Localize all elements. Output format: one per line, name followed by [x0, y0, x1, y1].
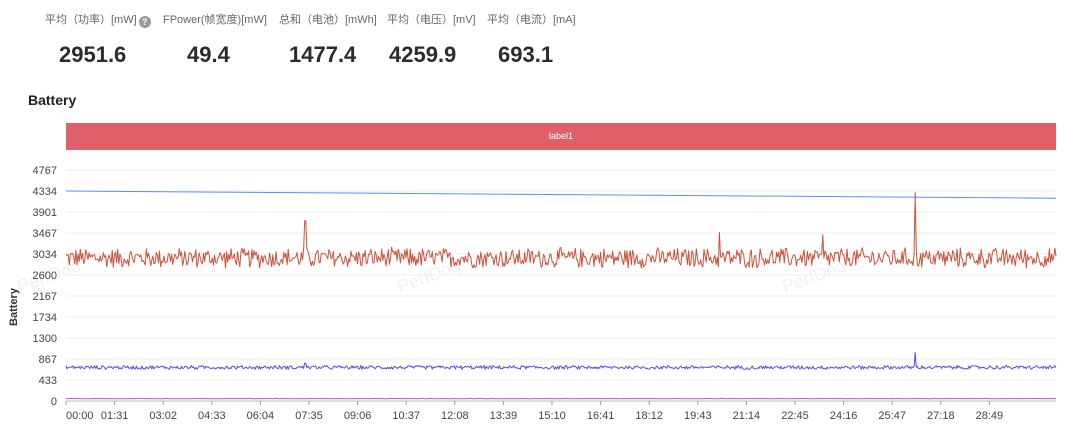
section-title: Battery: [28, 92, 77, 108]
series-group: [65, 190, 1057, 400]
y-tick-label: 4767: [33, 165, 57, 177]
y-tick-label: 3034: [33, 249, 57, 261]
x-tick-label: 13:39: [490, 410, 518, 422]
series-line-voltage: [65, 190, 1057, 199]
grid-lines: [66, 169, 1056, 402]
x-tick-label: 09:06: [344, 410, 372, 422]
y-tick-label: 2600: [33, 270, 57, 282]
label-band[interactable]: label1: [66, 123, 1056, 150]
x-tick-label: 06:04: [247, 410, 275, 422]
y-tick-label: 867: [39, 354, 57, 366]
stat-value: 1477.4: [289, 42, 357, 67]
x-tick-label: 16:41: [587, 410, 615, 422]
x-tick-label: 01:31: [101, 410, 129, 422]
series-line-fpower: [65, 397, 1057, 400]
x-tick-label: 10:37: [392, 410, 420, 422]
stat-value: 49.4: [187, 42, 230, 67]
x-axis-ticks: 00:00 01:31 03:02 04:33 06:04 07:35 09:06 10:37…: [65, 401, 1004, 422]
x-tick-label: 18:12: [635, 410, 663, 422]
y-axis-ticks: 0 433 867 1300 1734 2167 2600 3034 3467 3901 4334 4…: [33, 165, 57, 408]
y-tick-label: 1300: [33, 333, 57, 345]
x-tick-label: 25:47: [878, 410, 906, 422]
stat-label: FPower(帧宽度)[mW]: [163, 14, 267, 26]
x-tick-label: 28:49: [976, 410, 1004, 422]
watermark-text: PerfDog: [395, 255, 464, 296]
x-tick-label: 22:45: [781, 410, 809, 422]
x-tick-label: 21:14: [733, 410, 761, 422]
stat-label: 平均（电压）[mV]: [387, 14, 476, 26]
stat-value: 2951.6: [59, 42, 127, 67]
question-icon[interactable]: ?: [138, 16, 151, 28]
y-tick-label: 433: [39, 375, 57, 387]
stats-panel: 平均（功率）[mW]? 2951.6 FPower(帧宽度)[mW] 49.4 …: [0, 0, 1080, 80]
x-tick-label: 07:35: [295, 410, 323, 422]
series-line-power: [65, 192, 1057, 269]
y-axis-label: Battery: [8, 287, 20, 326]
stat-label: 平均（电流）[mA]: [487, 14, 576, 26]
x-tick-label: 15:10: [538, 410, 566, 422]
series-line-current: [65, 352, 1057, 370]
x-tick-label: 24:16: [830, 410, 858, 422]
x-tick-label: 12:08: [441, 410, 469, 422]
y-tick-label: 4334: [33, 186, 57, 198]
y-tick-label: 1734: [33, 312, 57, 324]
x-tick-label: 27:18: [927, 410, 955, 422]
watermark-text: PerfDog: [780, 255, 849, 296]
x-tick-label: 19:43: [684, 410, 712, 422]
stat-label: 总和（电池）[mWh]: [279, 14, 377, 26]
x-tick-label: 00:00: [66, 410, 94, 422]
y-tick-label: 2167: [33, 291, 57, 303]
stat-value: 4259.9: [389, 42, 457, 67]
stat-value: 693.1: [498, 42, 554, 67]
x-tick-label: 03:02: [149, 410, 177, 422]
y-tick-label: 3467: [33, 228, 57, 240]
y-tick-label: 0: [51, 396, 57, 408]
x-tick-label: 04:33: [198, 410, 226, 422]
stat-label: 平均（功率）[mW]: [45, 14, 137, 26]
y-tick-label: 3901: [33, 207, 57, 219]
